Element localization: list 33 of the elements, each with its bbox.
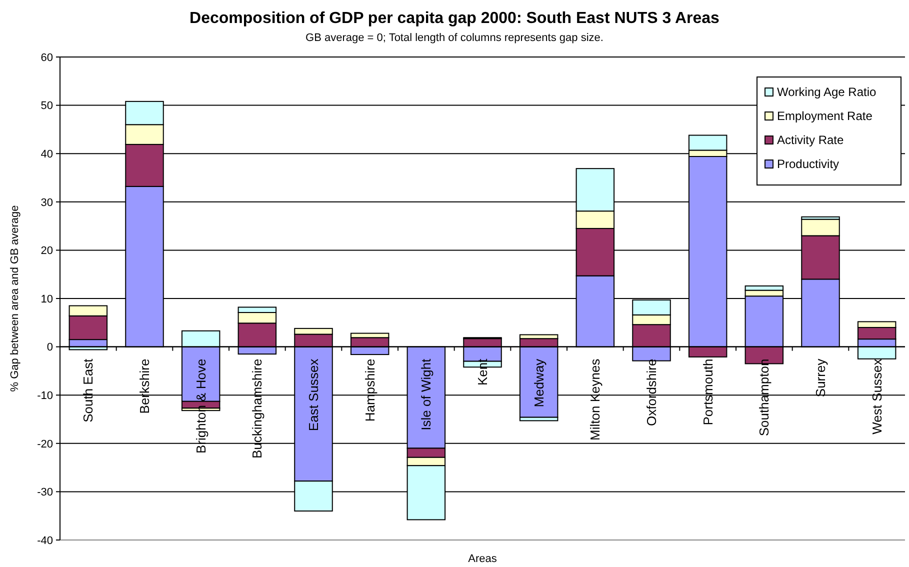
x-tick-label: South East	[80, 358, 96, 422]
y-tick-label: 30	[40, 196, 53, 209]
y-tick-label: -20	[37, 438, 53, 450]
y-tick-label: 40	[40, 148, 53, 160]
x-axis-title: Areas	[468, 553, 498, 565]
y-tick-label: 20	[40, 245, 53, 258]
x-tick-label: Oxfordshire	[644, 358, 660, 426]
chart-title: Decomposition of GDP per capita gap 2000: South East NUTS 3 Areas	[190, 10, 720, 27]
y-axis-title: % Gap between area and GB average	[9, 205, 21, 392]
x-tick-label: Medway	[531, 358, 546, 408]
y-tick-label: 10	[40, 293, 53, 306]
x-tick-label: Portsmouth	[700, 358, 716, 426]
legend-label: Productivity	[777, 157, 840, 172]
legend-label: Employment Rate	[777, 109, 873, 124]
y-tick-label: -10	[37, 390, 53, 402]
x-tick-label: Berkshire	[137, 358, 152, 414]
y-tick-label: -40	[37, 534, 53, 547]
x-tick-label: Kent	[475, 358, 490, 386]
legend-label: Working Age Ratio	[777, 85, 876, 100]
y-tick-label: 60	[40, 52, 53, 64]
x-tick-label: Isle of Wight	[418, 358, 434, 430]
x-tick-label: Hampshire	[362, 358, 378, 422]
legend-label: Activity Rate	[777, 133, 844, 148]
x-tick-label: Surrey	[813, 358, 828, 398]
chart-subtitle: GB average = 0; Total length of columns represents gap size.	[306, 32, 604, 44]
x-tick-label: East Sussex	[306, 358, 322, 432]
x-tick-label: Milton Keynes	[588, 358, 603, 440]
y-tick-label: -30	[37, 486, 53, 499]
x-tick-label: Buckinghamshire	[250, 358, 265, 459]
y-tick-label: 50	[40, 100, 53, 112]
x-tick-label: Southampton	[756, 358, 772, 436]
x-tick-label: West Sussex	[869, 358, 884, 434]
y-tick-label: 0	[46, 342, 53, 354]
